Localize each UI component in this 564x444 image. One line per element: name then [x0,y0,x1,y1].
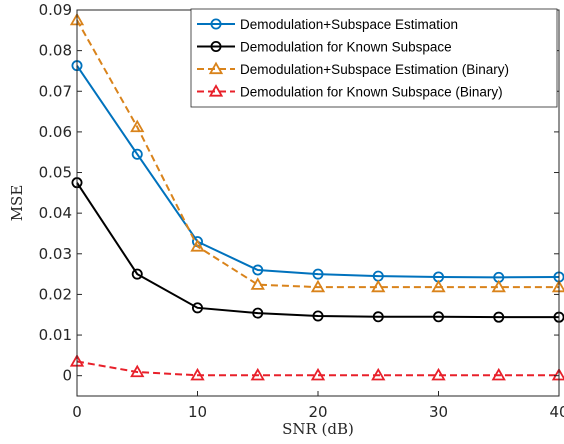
series-4-line [76,360,559,377]
series-1-point [131,148,143,160]
series-4-point [371,367,386,381]
series-2-point [372,311,384,323]
series-4-point [431,367,446,381]
y-tick-label: 0 [62,367,72,385]
series-2-point [131,268,143,280]
series-4-point [491,367,506,381]
series-3-point [310,279,326,293]
y-tick-label: 0.06 [39,123,72,141]
series-layer [69,12,564,381]
series-2-point [252,307,264,319]
series-4-point [250,367,265,381]
series-4-point [190,367,205,381]
series-1-line [76,65,560,279]
series-3-point [250,277,265,290]
x-tick-label: 0 [72,403,82,421]
series-3-point [491,279,506,293]
series-1-point [252,264,264,276]
series-4-point [130,364,145,378]
legend-swatch-marker [208,61,224,75]
series-2-point [312,310,324,322]
series-2-point [191,302,203,314]
series-2-line [76,182,559,319]
legend-box [190,8,558,108]
series-3-point [431,279,446,293]
y-tick-label: 0.02 [39,285,72,303]
legend-label: Demodulation for Known Subspace (Binary) [240,85,503,100]
series-3-point [130,119,145,133]
x-tick-label: 20 [308,403,327,421]
series-1-point [312,268,324,280]
series-3-line [76,19,559,289]
y-tick-label: 0.07 [39,82,72,100]
series-3-point [190,239,205,252]
x-tick-label: 30 [429,403,448,421]
legend-swatch-marker [210,41,222,53]
series-4 [69,354,564,381]
y-tick-label: 0.03 [39,245,72,263]
series-3-point [371,279,386,293]
legend-swatch-marker [208,84,224,97]
x-tick-label: 40 [549,403,564,421]
legend-label: Demodulation for Known Subspace [240,40,452,55]
legend-label: Demodulation+Subspace Estimation (Binary… [240,62,509,77]
y-axis-label: MSE [8,185,26,222]
legend-swatch-marker [210,18,222,30]
y-tick-label: 0.09 [39,1,72,19]
x-tick-label: 10 [188,403,207,421]
y-tick-label: 0.04 [39,204,72,222]
y-tick-label: 0.01 [39,326,72,344]
legend: Demodulation+Subspace Estimation Demodula… [190,8,558,108]
x-axis-label: SNR (dB) [282,420,354,438]
series-2-point [493,311,505,323]
tick-layer: 0 10 20 30 40 0 0.01 0.02 0.03 0.04 0.05 0.06 0.07 0.… [39,1,564,421]
y-tick-label: 0.05 [39,164,72,182]
y-tick-label: 0.08 [39,42,72,60]
series-4-point [310,367,326,381]
legend-label: Demodulation+Subspace Estimation [240,17,458,32]
series-2-point [432,311,444,323]
